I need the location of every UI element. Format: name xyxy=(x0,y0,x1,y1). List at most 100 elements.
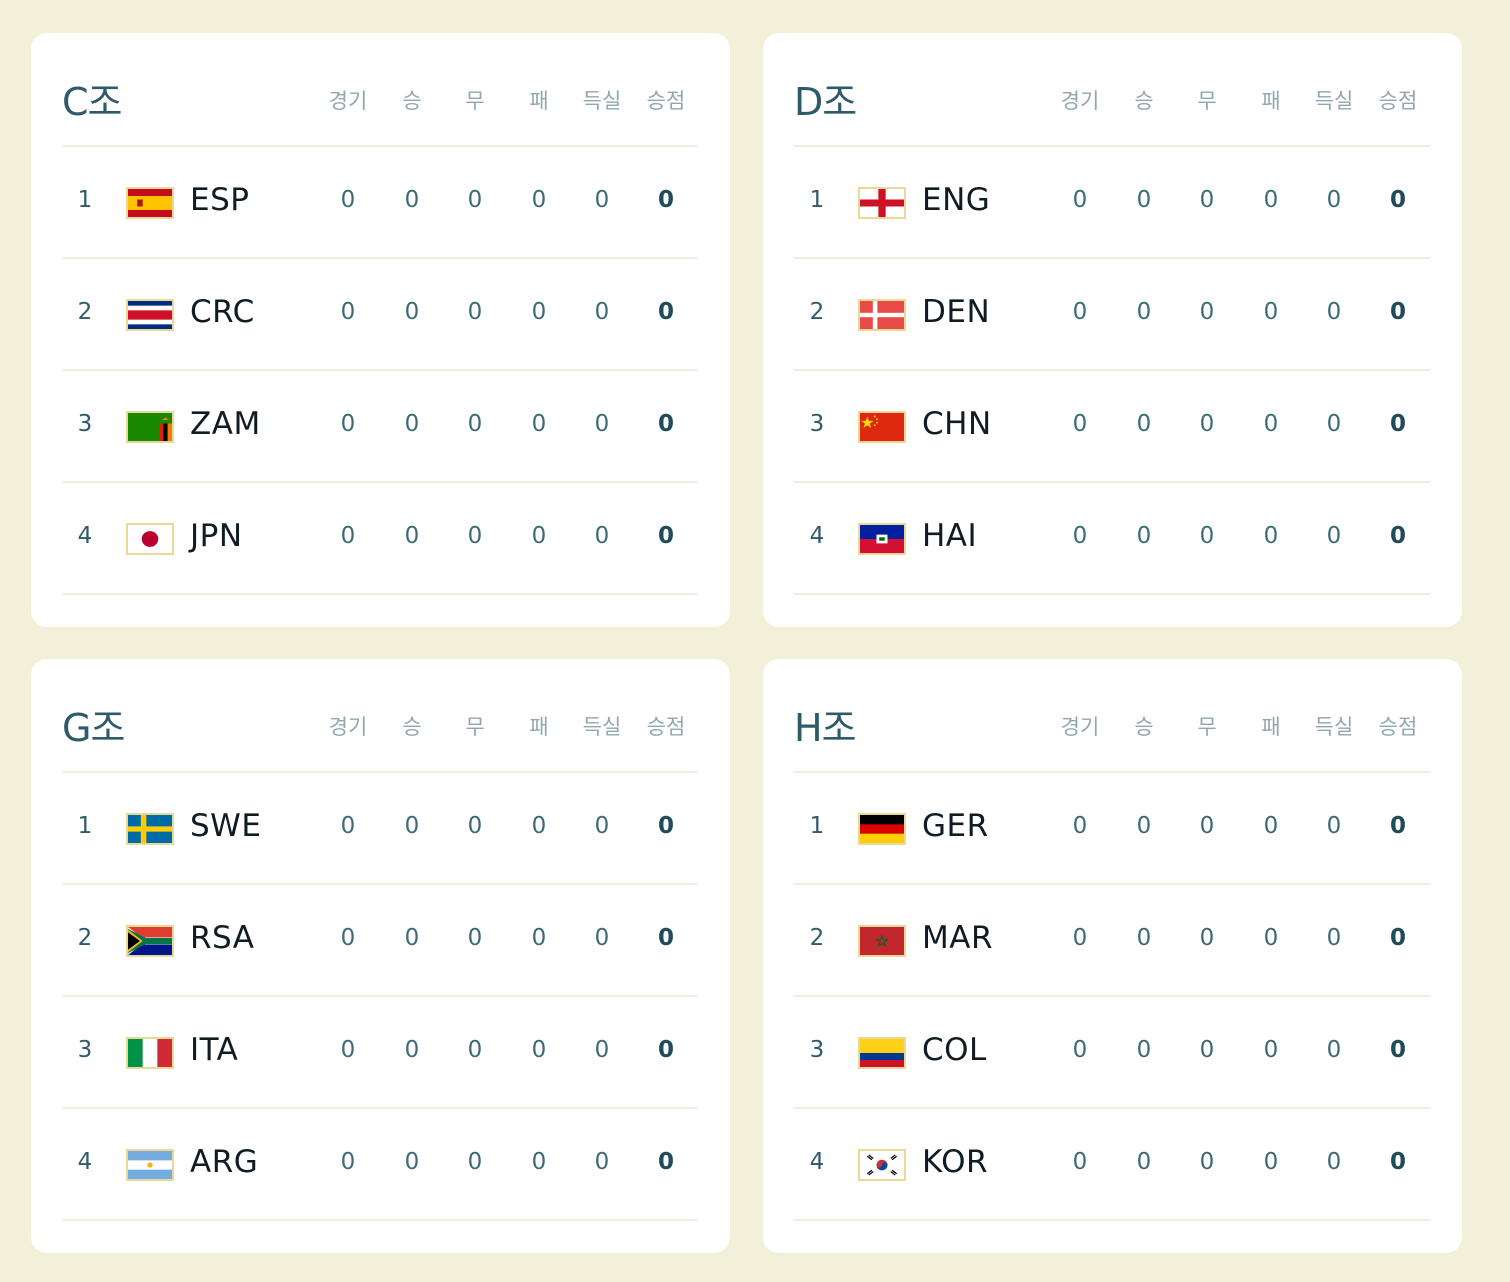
table-row[interactable]: 1 SWE 0 0 0 0 0 0 xyxy=(31,773,730,885)
stat-goal-diff: 0 xyxy=(594,411,610,437)
stat-losses: 0 xyxy=(531,925,547,951)
divider xyxy=(794,593,1430,595)
divider xyxy=(794,1107,1430,1109)
team-rank: 1 xyxy=(809,813,825,839)
column-header-games: 경기 xyxy=(1060,715,1100,739)
stat-games: 0 xyxy=(340,187,356,213)
sweden-flag-icon xyxy=(126,813,174,845)
stat-draws: 0 xyxy=(1199,523,1215,549)
argentina-flag-icon xyxy=(126,1149,174,1181)
stat-wins: 0 xyxy=(1136,925,1152,951)
team-rank: 2 xyxy=(809,925,825,951)
stat-games: 0 xyxy=(1072,1037,1088,1063)
stat-losses: 0 xyxy=(1263,925,1279,951)
team-code: ESP xyxy=(190,182,250,218)
stat-points: 0 xyxy=(1389,411,1406,437)
stat-goal-diff: 0 xyxy=(594,813,610,839)
team-rank: 2 xyxy=(809,299,825,325)
spain-flag-icon xyxy=(126,187,174,219)
table-row[interactable]: 1 GER 0 0 0 0 0 0 xyxy=(763,773,1462,885)
stat-games: 0 xyxy=(340,299,356,325)
divider xyxy=(62,1107,698,1109)
england-flag-icon xyxy=(858,187,906,219)
stat-goal-diff: 0 xyxy=(594,299,610,325)
stat-games: 0 xyxy=(1072,1149,1088,1175)
divider xyxy=(794,771,1430,773)
stat-draws: 0 xyxy=(467,299,483,325)
group-title: G조 xyxy=(62,706,125,750)
table-row[interactable]: 2 MAR 0 0 0 0 0 0 xyxy=(763,885,1462,997)
stat-wins: 0 xyxy=(404,813,420,839)
divider xyxy=(62,995,698,997)
column-header-points: 승점 xyxy=(1378,89,1418,113)
team-code: SWE xyxy=(190,808,262,844)
column-header-losses: 패 xyxy=(529,715,549,739)
stat-losses: 0 xyxy=(1263,411,1279,437)
team-rank: 2 xyxy=(77,299,93,325)
stat-goal-diff: 0 xyxy=(1326,925,1342,951)
column-header-draws: 무 xyxy=(465,89,485,113)
divider xyxy=(794,995,1430,997)
table-row[interactable]: 3 CHN 0 0 0 0 0 0 xyxy=(763,371,1462,483)
team-rank: 2 xyxy=(77,925,93,951)
group-title: D조 xyxy=(794,80,857,124)
stat-losses: 0 xyxy=(1263,1037,1279,1063)
team-code: HAI xyxy=(922,518,978,554)
stat-wins: 0 xyxy=(404,411,420,437)
table-row[interactable]: 4 KOR 0 0 0 0 0 0 xyxy=(763,1109,1462,1221)
stat-points: 0 xyxy=(1389,299,1406,325)
table-row[interactable]: 2 DEN 0 0 0 0 0 0 xyxy=(763,259,1462,371)
column-header-goal-diff: 득실 xyxy=(1314,89,1354,113)
korea-flag-icon xyxy=(858,1149,906,1181)
divider xyxy=(794,257,1430,259)
table-row[interactable]: 1 ENG 0 0 0 0 0 0 xyxy=(763,147,1462,259)
column-header-draws: 무 xyxy=(1197,89,1217,113)
stat-games: 0 xyxy=(340,925,356,951)
divider xyxy=(62,145,698,147)
column-header-draws: 무 xyxy=(465,715,485,739)
team-rank: 3 xyxy=(809,1037,825,1063)
team-code: JPN xyxy=(190,518,243,554)
table-row[interactable]: 3 COL 0 0 0 0 0 0 xyxy=(763,997,1462,1109)
stat-wins: 0 xyxy=(1136,411,1152,437)
table-row[interactable]: 2 CRC 0 0 0 0 0 0 xyxy=(31,259,730,371)
table-row[interactable]: 4 JPN 0 0 0 0 0 0 xyxy=(31,483,730,595)
column-header-wins: 승 xyxy=(402,715,422,739)
table-row[interactable]: 3 ITA 0 0 0 0 0 0 xyxy=(31,997,730,1109)
team-code: ARG xyxy=(190,1144,259,1180)
group-card: G조 경기 승 무 패 득실 승점 1 SWE 0 0 0 0 0 0 2 RSA 0 0 0 0 0 0 3 ITA 0 0 0 0 0… xyxy=(31,659,730,1253)
stat-points: 0 xyxy=(657,523,674,549)
table-row[interactable]: 2 RSA 0 0 0 0 0 0 xyxy=(31,885,730,997)
stat-games: 0 xyxy=(340,411,356,437)
column-header-draws: 무 xyxy=(1197,715,1217,739)
germany-flag-icon xyxy=(858,813,906,845)
column-header-goal-diff: 득실 xyxy=(582,89,622,113)
table-row[interactable]: 1 ESP 0 0 0 0 0 0 xyxy=(31,147,730,259)
stat-losses: 0 xyxy=(1263,1149,1279,1175)
divider xyxy=(62,883,698,885)
stat-wins: 0 xyxy=(404,299,420,325)
stat-points: 0 xyxy=(1389,813,1406,839)
team-rank: 1 xyxy=(77,187,93,213)
stat-points: 0 xyxy=(1389,187,1406,213)
denmark-flag-icon xyxy=(858,299,906,331)
stat-draws: 0 xyxy=(1199,187,1215,213)
divider xyxy=(62,481,698,483)
divider xyxy=(62,593,698,595)
group-card: H조 경기 승 무 패 득실 승점 1 GER 0 0 0 0 0 0 2 MAR 0 0 0 0 0 0 3 COL 0 0 0 0 0… xyxy=(763,659,1462,1253)
divider xyxy=(794,369,1430,371)
table-row[interactable]: 3 ZAM 0 0 0 0 0 0 xyxy=(31,371,730,483)
italy-flag-icon xyxy=(126,1037,174,1069)
divider xyxy=(794,1219,1430,1221)
stat-wins: 0 xyxy=(1136,523,1152,549)
zambia-flag-icon xyxy=(126,411,174,443)
column-header-losses: 패 xyxy=(1261,89,1281,113)
team-rank: 4 xyxy=(809,1149,825,1175)
table-row[interactable]: 4 HAI 0 0 0 0 0 0 xyxy=(763,483,1462,595)
column-header-losses: 패 xyxy=(1261,715,1281,739)
team-rank: 3 xyxy=(809,411,825,437)
table-row[interactable]: 4 ARG 0 0 0 0 0 0 xyxy=(31,1109,730,1221)
team-rank: 4 xyxy=(77,1149,93,1175)
column-header-goal-diff: 득실 xyxy=(582,715,622,739)
column-header-points: 승점 xyxy=(646,89,686,113)
